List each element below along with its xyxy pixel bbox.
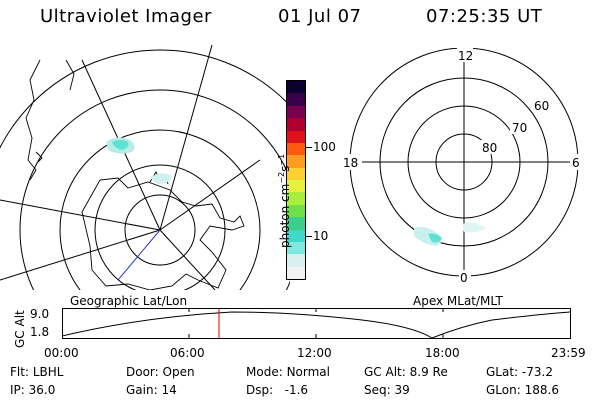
info-ip: IP: 36.0: [10, 383, 56, 397]
info-seq: Seq: 39: [364, 383, 410, 397]
info-gain: Gain: 14: [126, 383, 177, 397]
observation-date: 01 Jul 07: [278, 6, 362, 27]
timeline-ylabel: GC Alt: [13, 310, 27, 348]
observation-time: 07:25:35 UT: [426, 6, 543, 27]
info-gc-alt: GC Alt: 8.9 Re: [364, 365, 448, 379]
color-scale-segment: [287, 217, 305, 230]
latitude-circles: [0, 49, 290, 290]
color-scale-segment: [287, 167, 305, 180]
mlt-label-6: 6: [572, 156, 580, 170]
color-scale-segment: [287, 130, 305, 143]
geographic-panel-label: Geographic Lat/Lon: [70, 294, 188, 308]
timeline-xtick-2359: 23:59: [551, 346, 586, 360]
mlt-label-12: 12: [458, 49, 473, 63]
info-mode: Mode: Normal: [246, 365, 330, 379]
apex-polar-panel: 12 18 6 0 60 70 80: [340, 48, 584, 285]
color-scale-unit-label: photon cm−2s−1: [277, 153, 292, 248]
mlt-label-0: 0: [460, 271, 468, 285]
geographic-map-panel: [0, 44, 290, 290]
timeline-xtick-0000: 00:00: [44, 346, 79, 360]
color-scale-segment: [287, 142, 305, 156]
aurora-patches-apex: [414, 222, 486, 246]
color-scale-segment: [287, 254, 305, 267]
mlat-label-70: 70: [512, 121, 527, 135]
timeline-xtick-1200: 12:00: [297, 346, 332, 360]
aurora-patches: [106, 137, 172, 184]
timeline-xtick-0600: 06:00: [170, 346, 205, 360]
longitude-lines: [0, 44, 261, 290]
timeline-ticks: [188, 309, 444, 338]
color-scale-segment: [287, 93, 305, 106]
timeline-ytick-high: 9.0: [30, 307, 50, 321]
info-door: Door: Open: [126, 365, 195, 379]
color-scale-label-100: 100: [313, 140, 336, 154]
color-scale-label-10: 10: [313, 229, 329, 243]
color-scale-segment: [287, 81, 305, 94]
info-dsp: Dsp: -1.6: [246, 383, 309, 397]
info-filter: Flt: LBHL: [10, 365, 64, 379]
info-glon: GLon: 188.6: [486, 383, 559, 397]
mlat-label-80: 80: [482, 141, 497, 155]
color-scale-segment: [287, 180, 305, 193]
color-scale-tick-10: [306, 236, 312, 237]
color-scale-segment: [287, 266, 305, 279]
color-scale-bar: [286, 80, 306, 280]
mlat-label-60: 60: [534, 99, 549, 113]
apex-panel-label: Apex MLat/MLT: [413, 294, 503, 308]
color-scale-segment: [287, 105, 305, 119]
color-scale-segment: [287, 118, 305, 131]
instrument-title: Ultraviolet Imager: [40, 6, 212, 27]
color-scale-segment: [287, 204, 305, 218]
mlt-label-18: 18: [343, 156, 358, 170]
color-scale-segment: [287, 241, 305, 255]
color-scale-tick-100: [306, 147, 312, 148]
timeline-ytick-low: 1.8: [30, 325, 50, 339]
timeline-xtick-1800: 18:00: [425, 346, 460, 360]
color-scale-segment: [287, 192, 305, 205]
altitude-timeline-plot: [62, 308, 571, 339]
spacecraft-track-line: [117, 229, 161, 281]
color-scale-segment: [287, 155, 305, 168]
color-scale-segment: [287, 229, 305, 242]
altitude-curve: [62, 311, 571, 339]
info-glat: GLat: -73.2: [486, 365, 553, 379]
